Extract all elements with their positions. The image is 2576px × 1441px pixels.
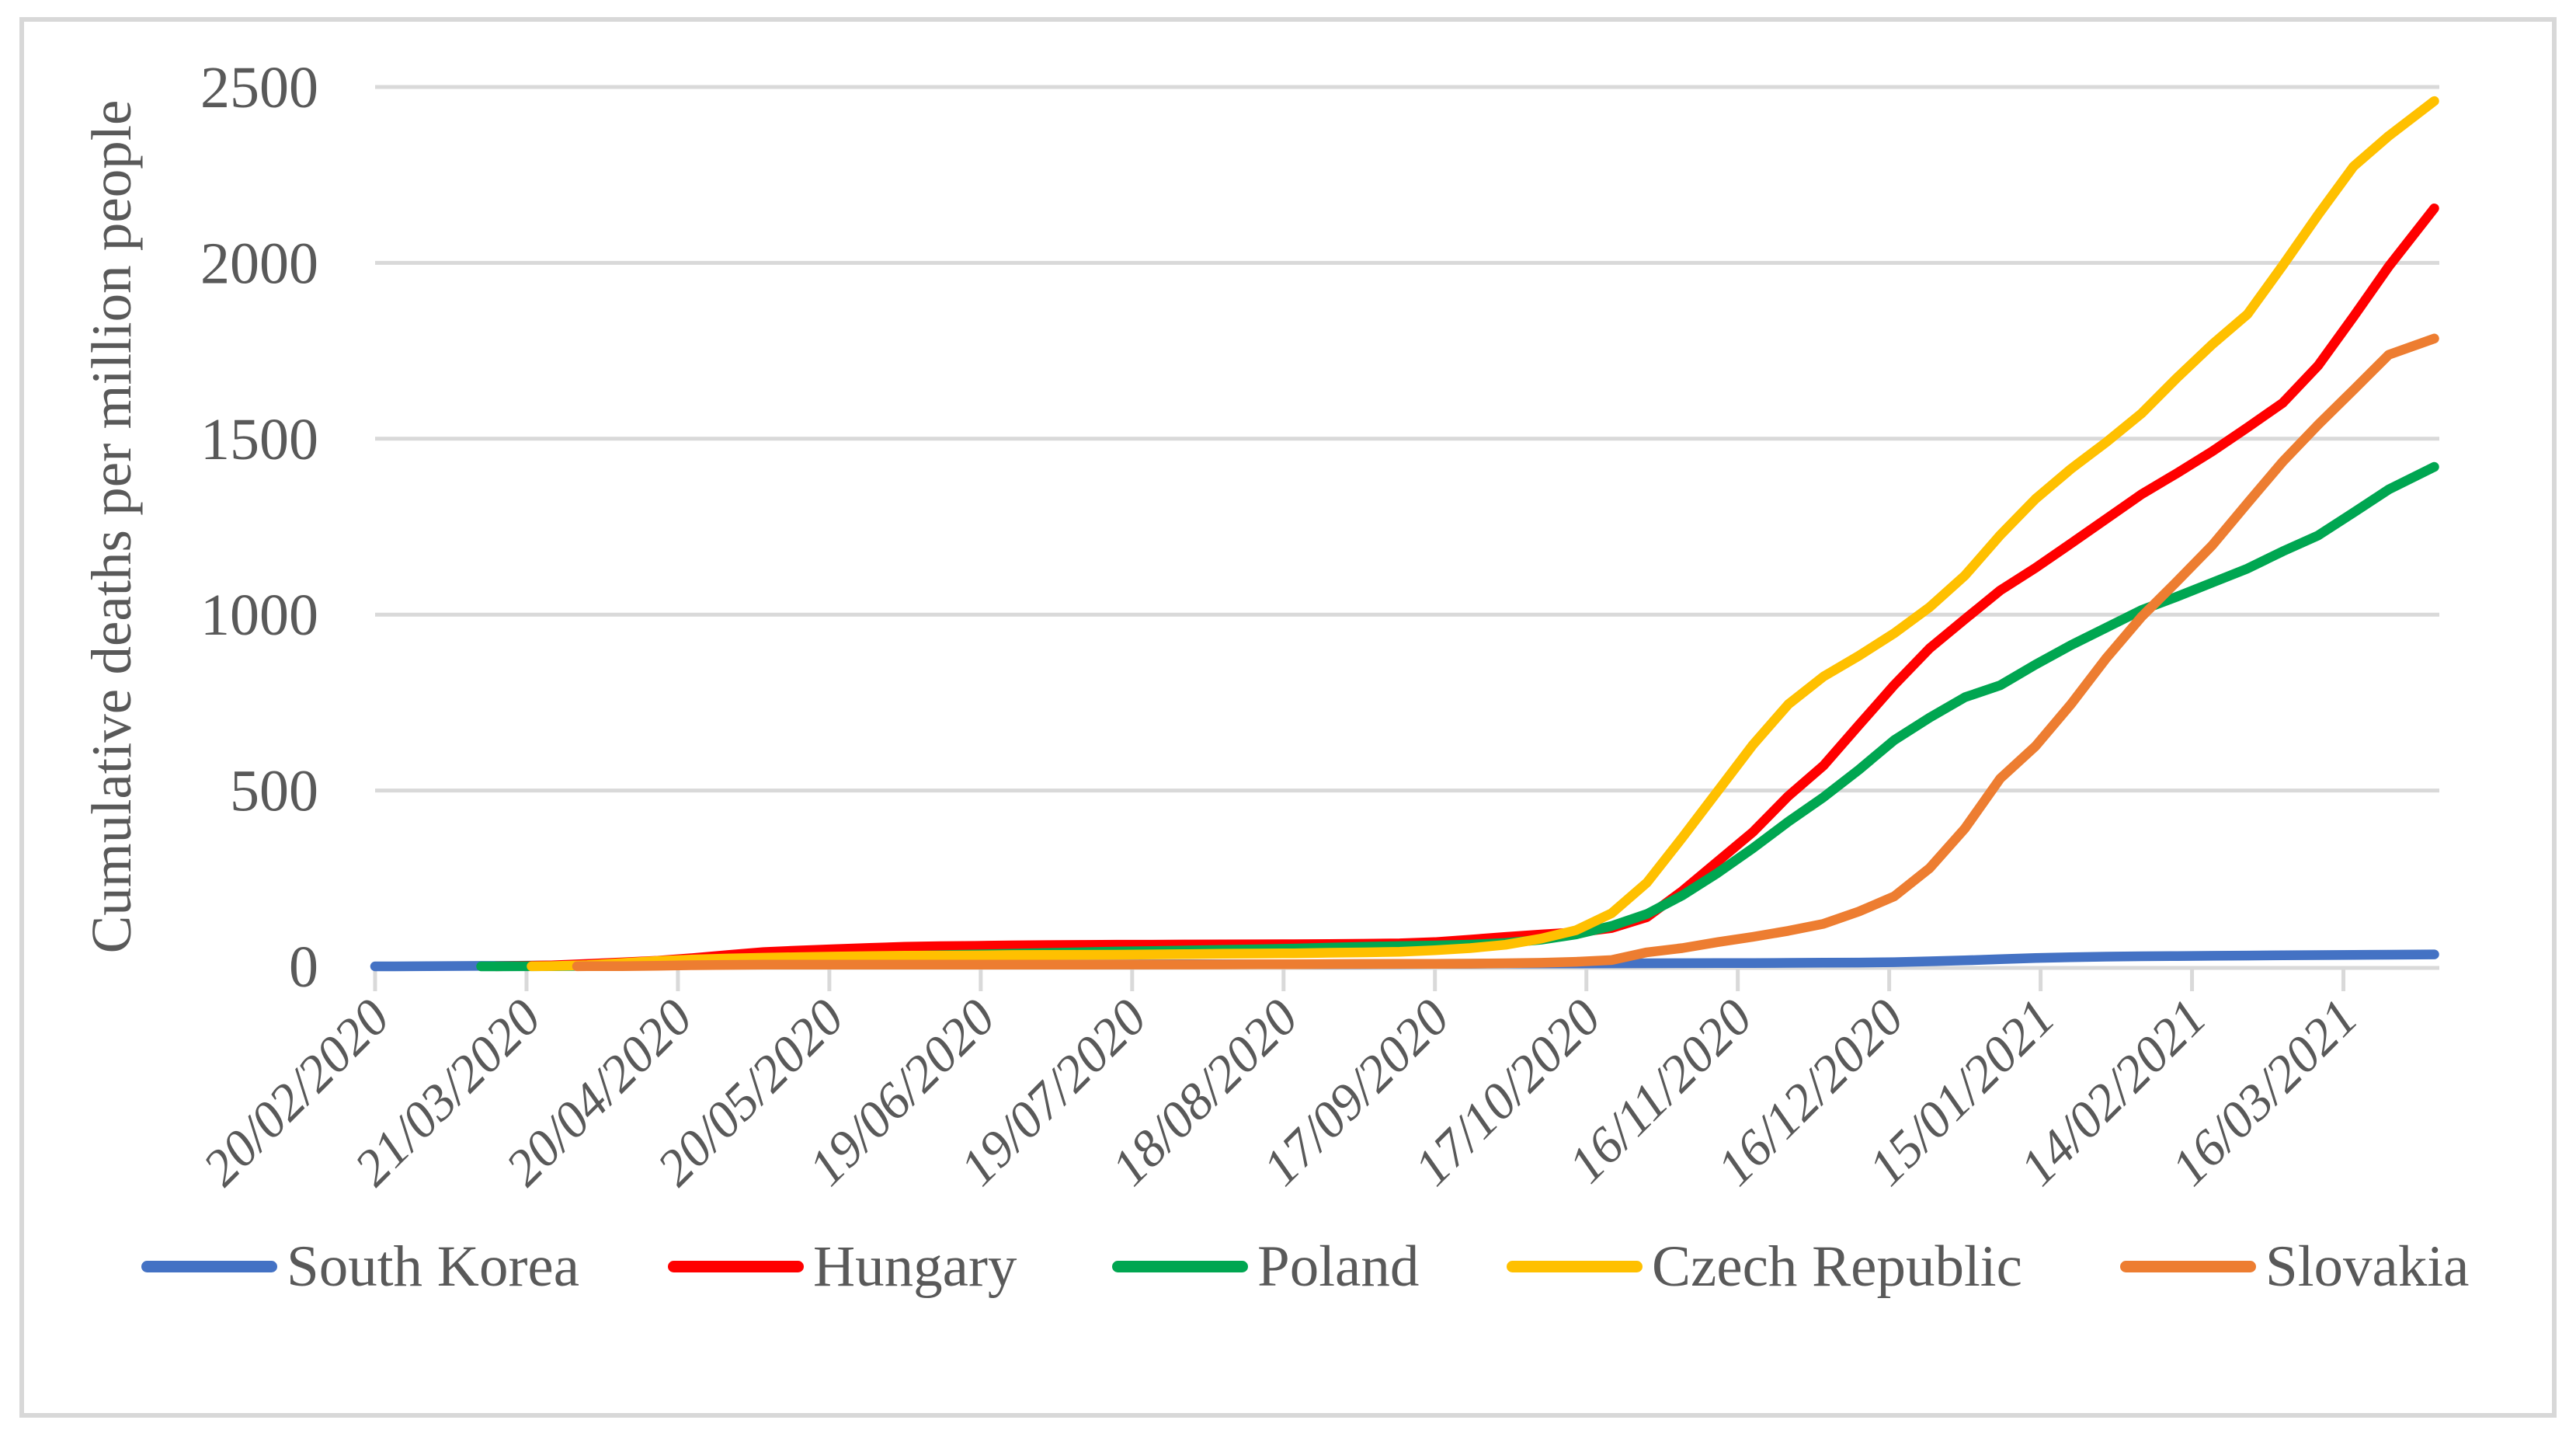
gridlines [375,85,2439,793]
series-line-czech-republic [527,96,2439,972]
legend-label-hungary: Hungary [813,1234,1017,1299]
legend-marker-south-korea [141,1261,277,1272]
y-tick-label-1500: 1500 [200,407,318,472]
legend-label-slovakia: Slovakia [2265,1234,2470,1299]
series-lines [370,96,2439,972]
y-axis-title: Cumulative deaths per million people [80,100,143,954]
legend-item-czech-republic: Czech Republic [1507,1230,2022,1304]
legend-marker-poland [1112,1261,1248,1272]
y-tick-label-2500: 2500 [200,55,318,120]
y-tick-label-500: 500 [230,759,318,824]
legend-label-south-korea: South Korea [287,1234,580,1299]
legend-item-south-korea: South Korea [141,1230,579,1304]
y-axis-tick-labels: 0 500 1000 1500 2000 2500 [200,55,318,1000]
legend-item-slovakia: Slovakia [2120,1230,2469,1304]
legend-marker-slovakia [2120,1261,2256,1272]
series-line-slovakia [572,333,2439,972]
legend-marker-czech-republic [1507,1261,1643,1272]
legend-item-poland: Poland [1112,1230,1419,1304]
legend: South Korea Hungary Poland Czech Republi… [0,1230,2576,1304]
y-tick-label-0: 0 [289,935,318,1000]
legend-label-czech-republic: Czech Republic [1652,1234,2022,1299]
legend-marker-hungary [668,1261,804,1272]
figure-border [19,17,2557,1418]
y-tick-label-1000: 1000 [200,583,318,648]
legend-label-poland: Poland [1257,1234,1420,1299]
y-tick-label-2000: 2000 [200,231,318,296]
legend-item-hungary: Hungary [668,1230,1017,1304]
